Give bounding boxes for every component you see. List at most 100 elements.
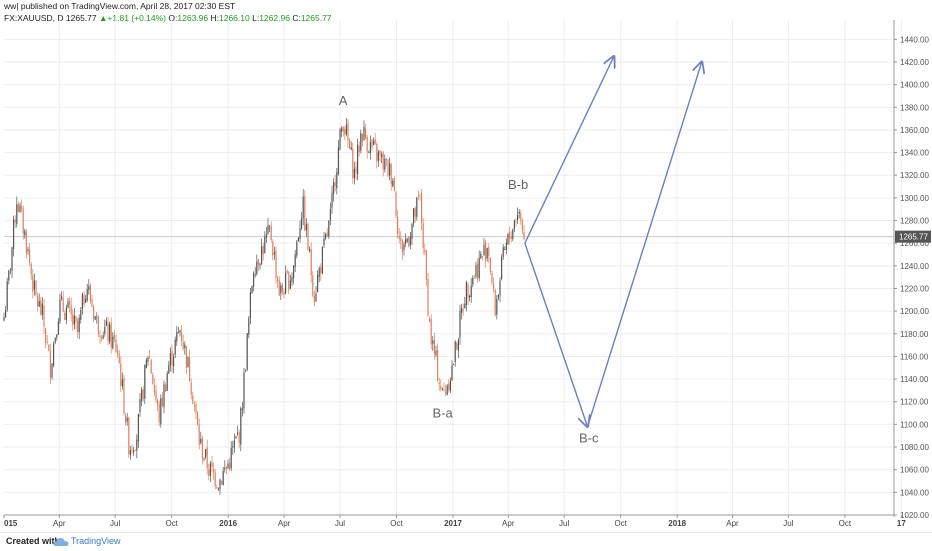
candle-body xyxy=(441,388,443,390)
candle-body xyxy=(318,268,320,277)
candle-body xyxy=(93,306,95,319)
tradingview-cloud-icon xyxy=(53,538,69,546)
price-chart[interactable]: AB-aB-bB-c 1020.001040.001060.001080.001… xyxy=(0,0,932,532)
candle-body xyxy=(445,391,447,393)
candle-body xyxy=(451,365,453,381)
y-tick-label: 1220.00 xyxy=(900,284,929,293)
x-tick-label: 2017 xyxy=(444,519,462,528)
x-tick-label: 2018 xyxy=(668,519,686,528)
candle-body xyxy=(360,133,362,151)
candle-body xyxy=(145,359,147,368)
candle-body xyxy=(14,219,16,223)
candle-body xyxy=(259,263,261,266)
x-tick-label: 015 xyxy=(4,519,18,528)
projection-arrows[interactable] xyxy=(524,56,702,426)
candle-body xyxy=(427,278,429,317)
y-tick-label: 1420.00 xyxy=(900,58,929,67)
candle-body xyxy=(213,468,215,473)
price-axis[interactable]: 1020.00 1040.00 1060.00 1080.00 1100.00 1120.… xyxy=(893,20,929,520)
candle-body xyxy=(246,333,248,370)
candle-body xyxy=(133,450,135,453)
time-axis[interactable]: 015 Apr Jul Oct 2016 Apr Jul Oct 2017 Apr Jul Oct 20… xyxy=(3,514,906,528)
candle-body xyxy=(333,182,335,194)
candle-body xyxy=(129,450,131,456)
candle-body xyxy=(166,373,168,391)
candle-body xyxy=(29,249,31,263)
x-tick-label: Jul xyxy=(559,519,569,528)
candle-body xyxy=(272,241,274,256)
tradingview-brand[interactable]: TradingView xyxy=(71,536,121,546)
candle-body xyxy=(209,463,211,476)
candle-body xyxy=(165,384,167,392)
candle-body xyxy=(67,301,69,308)
candle-body xyxy=(85,298,87,303)
candle-body xyxy=(160,398,162,425)
y-tick-label: 1300.00 xyxy=(900,194,929,203)
wave-label-b-b: B-b xyxy=(508,177,528,192)
candle-body xyxy=(19,205,21,213)
candle-body xyxy=(395,192,397,216)
candle-body xyxy=(342,126,344,132)
candle-body xyxy=(457,339,459,351)
candle-body xyxy=(353,168,355,179)
candle-body xyxy=(425,250,427,280)
wave-label-b-a: B-a xyxy=(432,406,453,421)
candle-body xyxy=(113,334,115,340)
projection-arrow-1 xyxy=(524,56,614,244)
high-value: 1266.10 xyxy=(219,13,250,23)
candle-body xyxy=(385,158,387,160)
candle-body xyxy=(182,342,184,349)
candle-body xyxy=(176,332,178,342)
candle-body xyxy=(267,225,269,234)
candle-body xyxy=(197,411,199,425)
candle-body xyxy=(312,275,314,296)
candle-body xyxy=(339,129,341,150)
candle-body xyxy=(283,291,285,295)
candle-body xyxy=(384,158,386,170)
candle-body xyxy=(115,339,117,352)
y-tick-label: 1200.00 xyxy=(900,307,929,316)
candle-body xyxy=(86,288,88,301)
candle-body xyxy=(257,259,259,265)
candle-body xyxy=(78,317,80,333)
candle-body xyxy=(389,163,391,176)
candle-body xyxy=(40,300,42,315)
candle-body xyxy=(261,246,263,264)
candle-body xyxy=(150,360,152,374)
candle-body xyxy=(518,211,520,214)
candle-body xyxy=(336,172,338,189)
candle-body xyxy=(435,350,437,356)
candle-body xyxy=(376,143,378,162)
candle-body xyxy=(53,344,55,366)
candle-body xyxy=(486,247,488,259)
low-value: 1262.96 xyxy=(259,13,290,23)
candle-body xyxy=(411,224,413,239)
candle-body xyxy=(81,293,83,310)
candle-body xyxy=(6,281,8,310)
candle-body xyxy=(406,238,408,242)
candle-body xyxy=(195,403,197,413)
candle-body xyxy=(350,147,352,150)
footer: Created with TradingView xyxy=(0,532,932,551)
symbol-label[interactable]: FX:XAUUSD, D xyxy=(4,13,64,23)
candle-body xyxy=(123,377,125,414)
candle-body xyxy=(331,192,333,208)
candle-body xyxy=(251,286,253,293)
candle-body xyxy=(361,133,363,142)
candle-body xyxy=(254,274,256,276)
candle-body xyxy=(467,284,469,298)
candle-body xyxy=(304,195,306,231)
candle-body xyxy=(270,225,272,241)
candle-body xyxy=(253,273,255,287)
candle-body xyxy=(54,338,56,343)
candle-body xyxy=(128,417,130,455)
x-tick-label: 17 xyxy=(897,519,906,528)
candle-body xyxy=(117,350,119,354)
candle-body xyxy=(320,267,322,274)
candle-body xyxy=(269,227,271,229)
candle-body xyxy=(169,352,171,366)
candle-body xyxy=(173,356,175,367)
candle-body xyxy=(381,154,383,157)
y-tick-label: 1380.00 xyxy=(900,103,929,112)
candle-body xyxy=(329,209,331,221)
